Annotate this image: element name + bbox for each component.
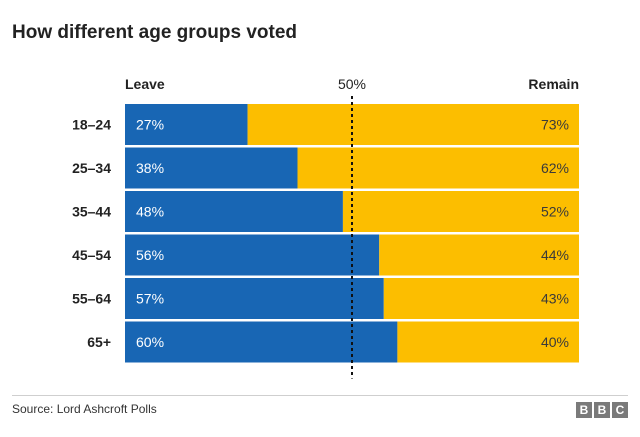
- bar-remain: [383, 278, 579, 319]
- bar-leave: [125, 321, 398, 363]
- data-label-leave: 48%: [136, 204, 164, 220]
- reference-line-label: 50%: [338, 76, 366, 92]
- footer-divider: [12, 395, 628, 396]
- category-label: 65+: [87, 334, 111, 350]
- data-label-leave: 60%: [136, 334, 164, 350]
- chart-title: How different age groups voted: [12, 22, 298, 43]
- bar-leave: [125, 147, 298, 189]
- bar-leave: [125, 104, 248, 145]
- bar-remain: [247, 104, 579, 145]
- data-label-remain: 73%: [541, 117, 569, 133]
- category-label: 18–24: [72, 117, 111, 133]
- data-label-remain: 62%: [541, 160, 569, 176]
- data-label-leave: 38%: [136, 160, 164, 176]
- category-label: 55–64: [72, 291, 111, 307]
- data-label-remain: 52%: [541, 204, 569, 220]
- logo-letter: B: [594, 402, 610, 418]
- category-label: 45–54: [72, 247, 111, 263]
- bar-remain: [342, 191, 579, 232]
- data-label-leave: 27%: [136, 117, 164, 133]
- bar-leave: [125, 278, 384, 319]
- bar-remain: [379, 234, 579, 276]
- data-label-remain: 43%: [541, 291, 569, 307]
- category-label: 25–34: [72, 160, 111, 176]
- bar-remain: [397, 321, 579, 363]
- legend-leave-label: Leave: [125, 76, 165, 92]
- data-label-leave: 56%: [136, 247, 164, 263]
- bar-remain: [297, 147, 579, 189]
- data-label-remain: 44%: [541, 247, 569, 263]
- source-note: Source: Lord Ashcroft Polls: [12, 402, 157, 416]
- bbc-logo: B B C: [576, 402, 628, 418]
- bar-leave: [125, 191, 343, 232]
- category-label: 35–44: [72, 204, 111, 220]
- data-label-leave: 57%: [136, 291, 164, 307]
- bar-leave: [125, 234, 380, 276]
- logo-letter: B: [576, 402, 592, 418]
- data-label-remain: 40%: [541, 334, 569, 350]
- legend-remain-label: Remain: [528, 76, 579, 92]
- logo-letter: C: [612, 402, 628, 418]
